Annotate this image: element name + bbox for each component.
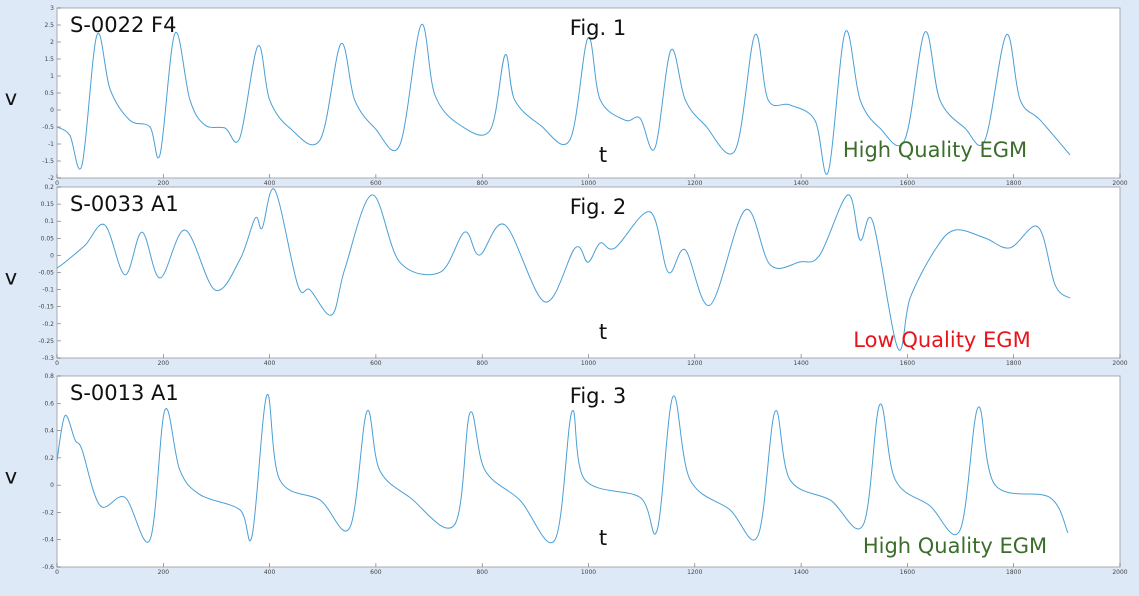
x-tick-label: 1200 (687, 569, 702, 576)
y-tick-label: 3 (50, 5, 54, 12)
y-axis-label: v (5, 266, 17, 290)
record-label: S-0013 A1 (70, 381, 179, 405)
x-tick-label: 600 (370, 180, 382, 187)
signal-line (56, 23, 1071, 175)
y-tick-label: -2 (48, 175, 54, 182)
x-axis-label: t (599, 526, 607, 550)
figure-title: Fig. 1 (570, 16, 626, 40)
x-tick-label: 2000 (1112, 180, 1127, 187)
y-tick-label: -1.5 (42, 158, 54, 165)
y-tick-label: -0.3 (42, 355, 54, 362)
y-tick-label: 0.5 (44, 90, 54, 97)
y-tick-label: 0.1 (44, 218, 54, 225)
y-tick-label: 0.05 (41, 235, 55, 242)
x-tick-label: 1000 (581, 180, 596, 187)
y-tick-label: -0.25 (38, 338, 54, 345)
x-tick-label: 200 (158, 569, 170, 576)
x-tick-label: 200 (158, 360, 170, 367)
x-tick-label: 1800 (1006, 180, 1021, 187)
x-tick-label: 0 (55, 360, 59, 367)
signal-line (56, 188, 1071, 351)
y-tick-label: -0.15 (38, 304, 54, 311)
panel: -2 -1.5 -1 -0.5 0 0.5 1 1.5 2 2.5 3 0 200 400 600 800 10… (5, 5, 1128, 187)
y-tick-label: -1 (48, 141, 54, 148)
y-axis-label: v (5, 465, 17, 489)
x-tick-label: 400 (264, 569, 276, 576)
x-tick-label: 1800 (1006, 360, 1021, 367)
x-tick-label: 1600 (900, 180, 915, 187)
x-tick-label: 0 (55, 180, 59, 187)
y-tick-label: 1.5 (44, 56, 54, 63)
x-tick-label: 1200 (687, 360, 702, 367)
record-label: S-0033 A1 (70, 192, 179, 216)
x-tick-label: 2000 (1112, 569, 1127, 576)
x-tick-label: 1200 (687, 180, 702, 187)
x-tick-label: 1000 (581, 360, 596, 367)
x-tick-label: 800 (476, 180, 488, 187)
x-tick-label: 800 (476, 569, 488, 576)
quality-annotation: Low Quality EGM (853, 328, 1030, 352)
x-tick-label: 1600 (900, 569, 915, 576)
panel: -0.6 -0.4 -0.2 0 0.2 0.4 0.6 0.8 0 200 400 600 800 10… (5, 373, 1128, 576)
y-tick-label: -0.05 (38, 270, 54, 277)
y-tick-label: -0.1 (42, 287, 54, 294)
signal-line (56, 394, 1069, 544)
x-tick-label: 400 (264, 360, 276, 367)
x-tick-label: 1400 (793, 360, 808, 367)
y-tick-label: 0 (50, 252, 54, 259)
y-tick-label: -0.2 (42, 509, 54, 516)
y-tick-label: -0.6 (42, 564, 54, 571)
x-tick-label: 400 (264, 180, 276, 187)
y-tick-label: 0 (50, 107, 54, 114)
quality-annotation: High Quality EGM (843, 138, 1027, 162)
y-tick-label: 0.6 (44, 400, 54, 407)
x-tick-label: 1400 (793, 180, 808, 187)
y-tick-label: 0.2 (44, 455, 54, 462)
quality-annotation: High Quality EGM (863, 534, 1047, 558)
x-tick-label: 800 (476, 360, 488, 367)
y-tick-label: 2 (50, 39, 54, 46)
y-tick-label: -0.5 (42, 124, 54, 131)
y-tick-label: 0.8 (44, 373, 54, 380)
record-label: S-0022 F4 (70, 13, 176, 37)
x-axis-label: t (599, 143, 607, 167)
x-tick-label: 1600 (900, 360, 915, 367)
panel: -0.3 -0.25 -0.2 -0.15 -0.1 -0.05 0 0.05 0.1 0.15 0… (5, 184, 1128, 367)
plot-area (56, 375, 1121, 568)
plot-area (56, 186, 1121, 359)
plot-area (56, 7, 1121, 179)
y-tick-label: -0.4 (42, 537, 54, 544)
x-tick-label: 0 (55, 569, 59, 576)
y-axis-label: v (5, 86, 17, 110)
x-tick-label: 1000 (581, 569, 596, 576)
x-tick-label: 1400 (793, 569, 808, 576)
y-tick-label: 0.2 (44, 184, 54, 191)
y-tick-label: 0.4 (44, 428, 54, 435)
x-tick-label: 200 (158, 180, 170, 187)
y-tick-label: 0.15 (41, 201, 55, 208)
x-axis-label: t (599, 320, 607, 344)
x-tick-label: 1800 (1006, 569, 1021, 576)
x-tick-label: 2000 (1112, 360, 1127, 367)
y-tick-label: 0 (50, 482, 54, 489)
figure-title: Fig. 3 (570, 384, 626, 408)
x-tick-label: 600 (370, 360, 382, 367)
y-tick-label: 2.5 (44, 22, 54, 29)
y-tick-label: 1 (50, 73, 54, 80)
y-tick-label: -0.2 (42, 321, 54, 328)
figure-title: Fig. 2 (570, 195, 626, 219)
x-tick-label: 600 (370, 569, 382, 576)
